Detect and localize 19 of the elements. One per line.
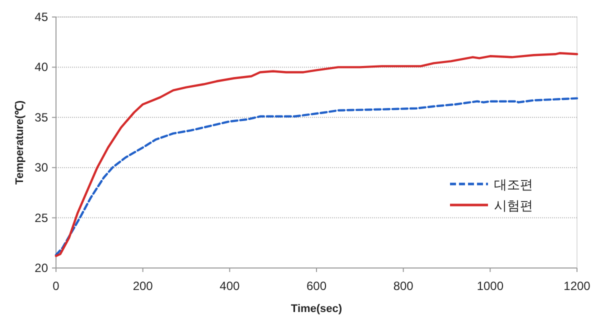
y-tick-label: 30: [34, 160, 48, 175]
x-tick-label: 1000: [476, 279, 504, 293]
x-tick-label: 600: [306, 279, 327, 293]
legend-label: 대조편: [494, 178, 533, 193]
y-axis-title: Temperature(℃): [14, 100, 26, 185]
y-tick-label: 25: [34, 210, 48, 225]
x-tick-label: 1200: [564, 279, 591, 293]
line-series: [54, 97, 578, 256]
y-tick-label: 20: [34, 261, 48, 275]
y-tick-label: 45: [34, 10, 48, 24]
x-tick-label: 800: [393, 279, 414, 293]
x-tick-label: 200: [132, 279, 154, 293]
y-tick-label: 40: [34, 60, 48, 74]
legend-label: 시험편: [494, 199, 533, 214]
x-tick-label: 0: [52, 279, 60, 293]
x-axis-title: Time(sec): [290, 303, 342, 315]
y-tick-label: 35: [34, 110, 48, 124]
x-tick-label: 400: [220, 279, 240, 293]
line-series: [54, 52, 578, 258]
